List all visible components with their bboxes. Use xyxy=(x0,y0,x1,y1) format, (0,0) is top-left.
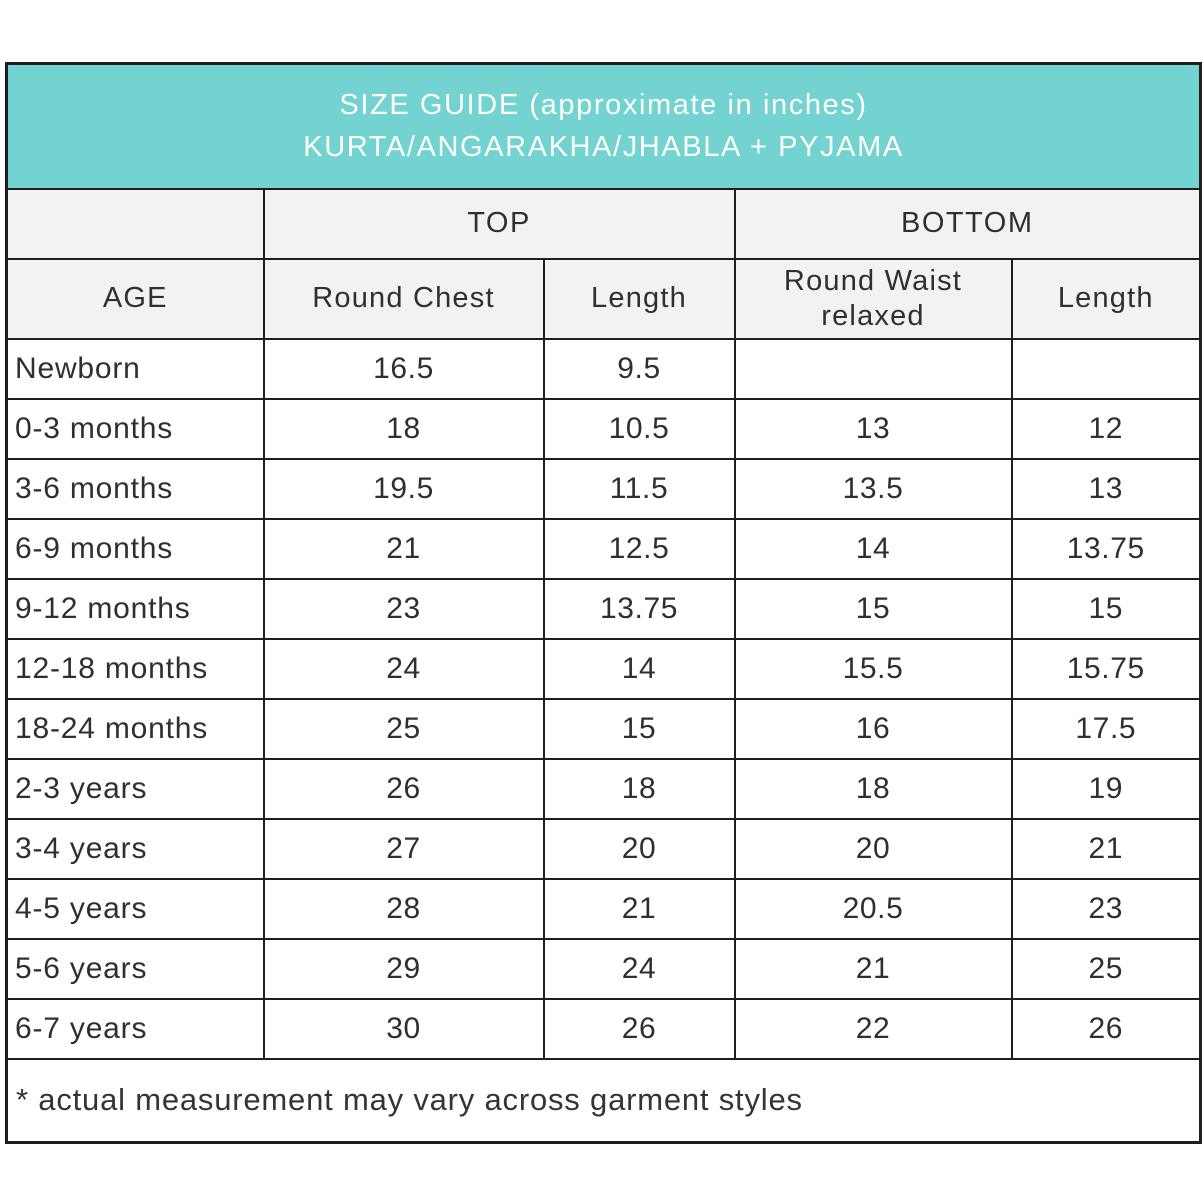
bottom-length-cell: 26 xyxy=(1010,997,1202,1060)
age-cell: 4-5 years xyxy=(5,877,265,940)
round-chest-cell: 16.5 xyxy=(262,337,545,400)
table-row: 18-24 months 25 15 16 17.5 xyxy=(5,697,1202,760)
table-row: 3-4 years 27 20 20 21 xyxy=(5,817,1202,880)
age-cell: 6-7 years xyxy=(5,997,265,1060)
column-header-row: AGE Round Chest Length Round Waist relax… xyxy=(5,257,1202,340)
bottom-length-cell: 17.5 xyxy=(1010,697,1202,760)
table-row: 3-6 months 19.5 11.5 13.5 13 xyxy=(5,457,1202,520)
column-header-top-length: Length xyxy=(542,257,736,340)
round-waist-cell: 13.5 xyxy=(733,457,1013,520)
size-guide-container: SIZE GUIDE (approximate in inches) KURTA… xyxy=(5,62,1203,1144)
top-length-cell: 21 xyxy=(542,877,736,940)
round-waist-cell: 15 xyxy=(733,577,1013,640)
round-chest-cell: 26 xyxy=(262,757,545,820)
column-header-bottom-length: Length xyxy=(1010,257,1202,340)
bottom-length-cell: 13.75 xyxy=(1010,517,1202,580)
table-row: 6-9 months 21 12.5 14 13.75 xyxy=(5,517,1202,580)
round-chest-cell: 19.5 xyxy=(262,457,545,520)
bottom-length-cell: 12 xyxy=(1010,397,1202,460)
age-cell: 3-6 months xyxy=(5,457,265,520)
table-row: 2-3 years 26 18 18 19 xyxy=(5,757,1202,820)
top-length-cell: 26 xyxy=(542,997,736,1060)
round-waist-cell: 16 xyxy=(733,697,1013,760)
age-cell: 18-24 months xyxy=(5,697,265,760)
bottom-length-cell: 15.75 xyxy=(1010,637,1202,700)
round-waist-cell: 14 xyxy=(733,517,1013,580)
bottom-length-cell xyxy=(1010,337,1202,400)
banner-row: SIZE GUIDE (approximate in inches) KURTA… xyxy=(5,62,1202,190)
banner-title-line2: KURTA/ANGARAKHA/JHABLA + PYJAMA xyxy=(303,131,904,164)
size-guide-banner: SIZE GUIDE (approximate in inches) KURTA… xyxy=(5,62,1202,190)
round-waist-cell: 18 xyxy=(733,757,1013,820)
round-waist-cell: 20 xyxy=(733,817,1013,880)
round-chest-cell: 18 xyxy=(262,397,545,460)
bottom-length-cell: 23 xyxy=(1010,877,1202,940)
bottom-length-cell: 15 xyxy=(1010,577,1202,640)
age-cell: 6-9 months xyxy=(5,517,265,580)
group-header-row: TOP BOTTOM xyxy=(5,187,1202,260)
top-length-cell: 12.5 xyxy=(542,517,736,580)
round-chest-cell: 29 xyxy=(262,937,545,1000)
table-row: 0-3 months 18 10.5 13 12 xyxy=(5,397,1202,460)
top-length-cell: 20 xyxy=(542,817,736,880)
age-cell: Newborn xyxy=(5,337,265,400)
group-header-empty xyxy=(5,187,265,260)
round-chest-cell: 23 xyxy=(262,577,545,640)
round-waist-cell xyxy=(733,337,1013,400)
bottom-length-cell: 19 xyxy=(1010,757,1202,820)
column-header-round-chest: Round Chest xyxy=(262,257,545,340)
top-length-cell: 24 xyxy=(542,937,736,1000)
footnote-row: * actual measurement may vary across gar… xyxy=(5,1057,1202,1144)
bottom-length-cell: 25 xyxy=(1010,937,1202,1000)
banner-title-line1: SIZE GUIDE (approximate in inches) xyxy=(339,89,868,122)
age-cell: 2-3 years xyxy=(5,757,265,820)
round-chest-cell: 21 xyxy=(262,517,545,580)
age-cell: 3-4 years xyxy=(5,817,265,880)
round-chest-cell: 28 xyxy=(262,877,545,940)
footnote-text: * actual measurement may vary across gar… xyxy=(5,1057,1202,1144)
round-waist-cell: 15.5 xyxy=(733,637,1013,700)
round-chest-cell: 30 xyxy=(262,997,545,1060)
round-chest-cell: 24 xyxy=(262,637,545,700)
top-length-cell: 18 xyxy=(542,757,736,820)
table-row: 6-7 years 30 26 22 26 xyxy=(5,997,1202,1060)
top-length-cell: 9.5 xyxy=(542,337,736,400)
round-chest-cell: 25 xyxy=(262,697,545,760)
age-cell: 0-3 months xyxy=(5,397,265,460)
group-header-top: TOP xyxy=(262,187,736,260)
top-length-cell: 15 xyxy=(542,697,736,760)
column-header-age: AGE xyxy=(5,257,265,340)
round-waist-cell: 21 xyxy=(733,937,1013,1000)
top-length-cell: 10.5 xyxy=(542,397,736,460)
age-cell: 12-18 months xyxy=(5,637,265,700)
size-guide-table: SIZE GUIDE (approximate in inches) KURTA… xyxy=(5,62,1203,1144)
bottom-length-cell: 13 xyxy=(1010,457,1202,520)
round-waist-cell: 13 xyxy=(733,397,1013,460)
bottom-length-cell: 21 xyxy=(1010,817,1202,880)
top-length-cell: 11.5 xyxy=(542,457,736,520)
table-row: 9-12 months 23 13.75 15 15 xyxy=(5,577,1202,640)
age-cell: 9-12 months xyxy=(5,577,265,640)
round-waist-cell: 22 xyxy=(733,997,1013,1060)
table-row: 5-6 years 29 24 21 25 xyxy=(5,937,1202,1000)
table-row: 4-5 years 28 21 20.5 23 xyxy=(5,877,1202,940)
group-header-bottom: BOTTOM xyxy=(733,187,1202,260)
table-row: Newborn 16.5 9.5 xyxy=(5,337,1202,400)
age-cell: 5-6 years xyxy=(5,937,265,1000)
table-row: 12-18 months 24 14 15.5 15.75 xyxy=(5,637,1202,700)
top-length-cell: 14 xyxy=(542,637,736,700)
round-waist-cell: 20.5 xyxy=(733,877,1013,940)
column-header-round-waist: Round Waist relaxed xyxy=(733,257,1013,340)
top-length-cell: 13.75 xyxy=(542,577,736,640)
round-chest-cell: 27 xyxy=(262,817,545,880)
